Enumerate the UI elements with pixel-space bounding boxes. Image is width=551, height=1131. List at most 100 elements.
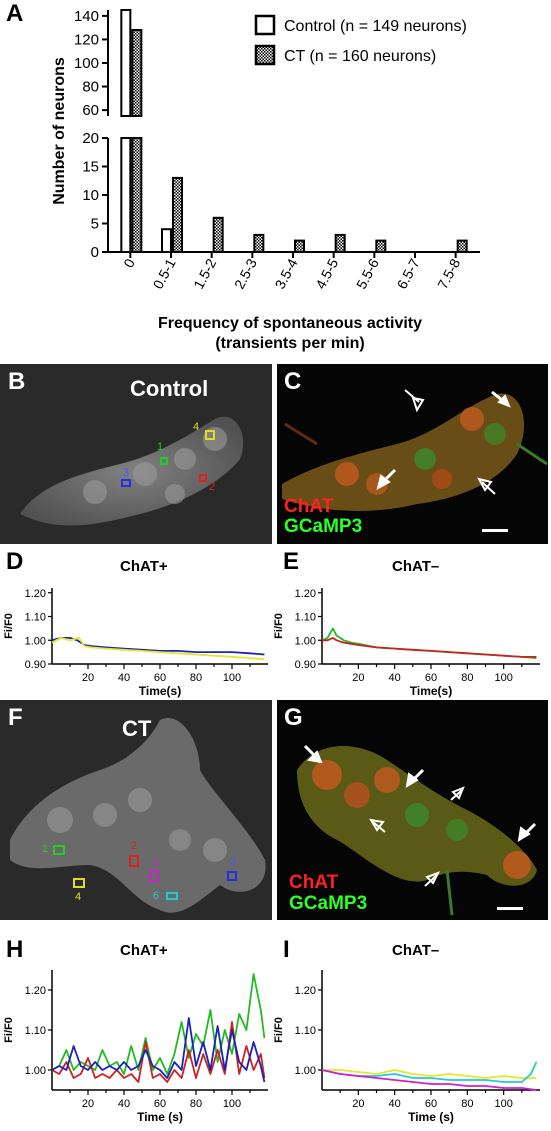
panel-letter-i: I <box>283 936 290 963</box>
y-axis-label: Fi/F0 <box>273 1017 285 1043</box>
x-axis-label: Time (s) <box>137 1110 183 1124</box>
trace-title-h: ChAT+ <box>120 942 168 959</box>
bar <box>375 239 387 254</box>
x-tick-label: 2.5-3 <box>231 256 260 292</box>
x-tick-label: 100 <box>494 1098 512 1110</box>
roi-label-b-4: 4 <box>193 421 200 433</box>
y-tick-label: 1.00 <box>25 635 46 647</box>
trace-title-i: ChAT– <box>392 942 440 959</box>
roi-label-f-4: 4 <box>75 891 82 903</box>
bar-lower <box>131 137 143 253</box>
x-tick-label: 20 <box>82 1098 94 1110</box>
x-tick-label: 4.5-5 <box>312 256 341 292</box>
y-tick-label-lower: 5 <box>91 216 99 233</box>
micrograph-control: Control 1 2 3 4 <box>0 364 272 544</box>
x-tick-label: 1.5-2 <box>190 256 219 292</box>
y-tick-label-upper: 100 <box>74 55 99 72</box>
roi-box-f-4 <box>73 878 85 888</box>
y-tick-label-upper: 140 <box>74 8 99 25</box>
y-tick-label: 0.90 <box>295 659 316 671</box>
arrow-annotations-g <box>303 744 537 910</box>
series-line <box>322 1069 537 1079</box>
y-tick-label: 1.20 <box>25 588 46 600</box>
x-axis-label-2: (transients per min) <box>215 335 364 352</box>
x-tick-label: 20 <box>82 672 94 684</box>
y-tick-label: 1.10 <box>295 1025 316 1037</box>
roi-box-f-2 <box>129 855 139 867</box>
roi-label-f-5: 5 <box>153 857 160 869</box>
y-axis-label: Number of neurons <box>51 57 68 205</box>
panel-letter-c: C <box>284 368 302 395</box>
trace-chart-i: 1.00 1.10 1.20 20 40 60 80 100 Time (s) Fi/F0 <box>273 970 540 1124</box>
micrograph-ct-title: CT <box>122 716 152 741</box>
x-tick-label: 80 <box>190 1098 202 1110</box>
y-tick-label: 1.20 <box>295 588 316 600</box>
x-tick-label: 60 <box>154 672 166 684</box>
series-line <box>51 973 266 1075</box>
stain-label-chat-g: ChAT <box>289 872 339 893</box>
y-tick-label-lower: 0 <box>91 244 99 261</box>
y-tick-label: 1.10 <box>295 612 316 624</box>
panel-letter-e: E <box>283 548 300 575</box>
micrograph-ct-fluorescence-image <box>297 746 537 916</box>
stain-label-gcamp3: GCaMP3 <box>284 516 363 537</box>
micrograph-control-title: Control <box>130 376 209 401</box>
micrograph-ct-fluorescence: ChAT GCaMP3 <box>277 700 548 920</box>
bar <box>161 228 172 253</box>
micrograph-control-image <box>20 416 244 526</box>
stain-label-gcamp3-g: GCaMP3 <box>289 893 368 914</box>
y-axis-label: Fi/F0 <box>3 1017 15 1043</box>
roi-box-f-5 <box>149 870 159 882</box>
x-tick-label: 80 <box>461 672 473 684</box>
bar <box>172 176 183 253</box>
bar <box>294 239 305 254</box>
micrograph-control-fluorescence-image <box>282 393 548 511</box>
bar <box>456 239 468 254</box>
y-tick-label-lower: 15 <box>82 159 99 176</box>
trace-chart-h: 1.00 1.10 1.20 20 40 60 80 100 Time (s) Fi/F0 <box>3 970 268 1124</box>
x-tick-label: 6.5-7 <box>394 256 423 292</box>
trace-title-d: ChAT+ <box>120 558 168 575</box>
series-line <box>321 1069 537 1091</box>
y-tick-label: 1.20 <box>25 985 46 997</box>
roi-box-f-1 <box>53 845 65 855</box>
x-tick-label: 20 <box>352 1098 364 1110</box>
bar <box>212 216 224 254</box>
panel-letter-h: H <box>6 936 24 963</box>
bar <box>253 233 265 253</box>
y-tick-label: 1.00 <box>25 1065 46 1077</box>
roi-label-b-3: 3 <box>123 467 130 479</box>
legend-label: Control (n = 149 neurons) <box>284 18 467 35</box>
y-tick-label-lower: 10 <box>82 187 99 204</box>
y-tick-label: 1.10 <box>25 1025 46 1037</box>
series-line <box>51 1021 266 1083</box>
series-line <box>51 637 265 661</box>
bar <box>334 233 346 253</box>
x-tick-label: 20 <box>352 672 364 684</box>
x-axis-label: Time(s) <box>410 684 452 698</box>
bar-upper <box>131 29 143 117</box>
micrograph-control-fluorescence: ChAT GCaMP3 <box>277 364 548 544</box>
x-axis-label: Frequency of spontaneous activity <box>158 315 422 332</box>
y-tick-label-upper: 60 <box>82 102 99 119</box>
y-tick-label: 1.00 <box>295 635 316 647</box>
x-axis-label: Time (s) <box>408 1110 454 1124</box>
y-tick-label: 1.10 <box>25 612 46 624</box>
x-axis-label: Time(s) <box>139 684 181 698</box>
roi-box-f-6 <box>166 892 178 900</box>
x-tick-label: 40 <box>118 672 130 684</box>
roi-box-b-2 <box>199 474 207 482</box>
micrograph-ct-image <box>10 718 266 913</box>
panel-letter-f: F <box>8 704 23 731</box>
y-tick-label-upper: 120 <box>74 31 99 48</box>
x-tick-label: 40 <box>118 1098 130 1110</box>
x-tick-label: 60 <box>425 672 437 684</box>
y-tick-label: 0.90 <box>25 659 46 671</box>
x-tick-label: 80 <box>190 672 202 684</box>
bar-lower <box>120 137 132 253</box>
roi-box-b-3 <box>121 479 131 487</box>
roi-box-f-3 <box>227 871 237 881</box>
roi-label-f-2: 2 <box>131 840 138 852</box>
roi-label-f-3: 3 <box>230 856 237 868</box>
trace-chart-d: 0.90 1.00 1.10 1.20 20 40 60 80 100 Time(s) Fi/F0 <box>3 588 268 698</box>
